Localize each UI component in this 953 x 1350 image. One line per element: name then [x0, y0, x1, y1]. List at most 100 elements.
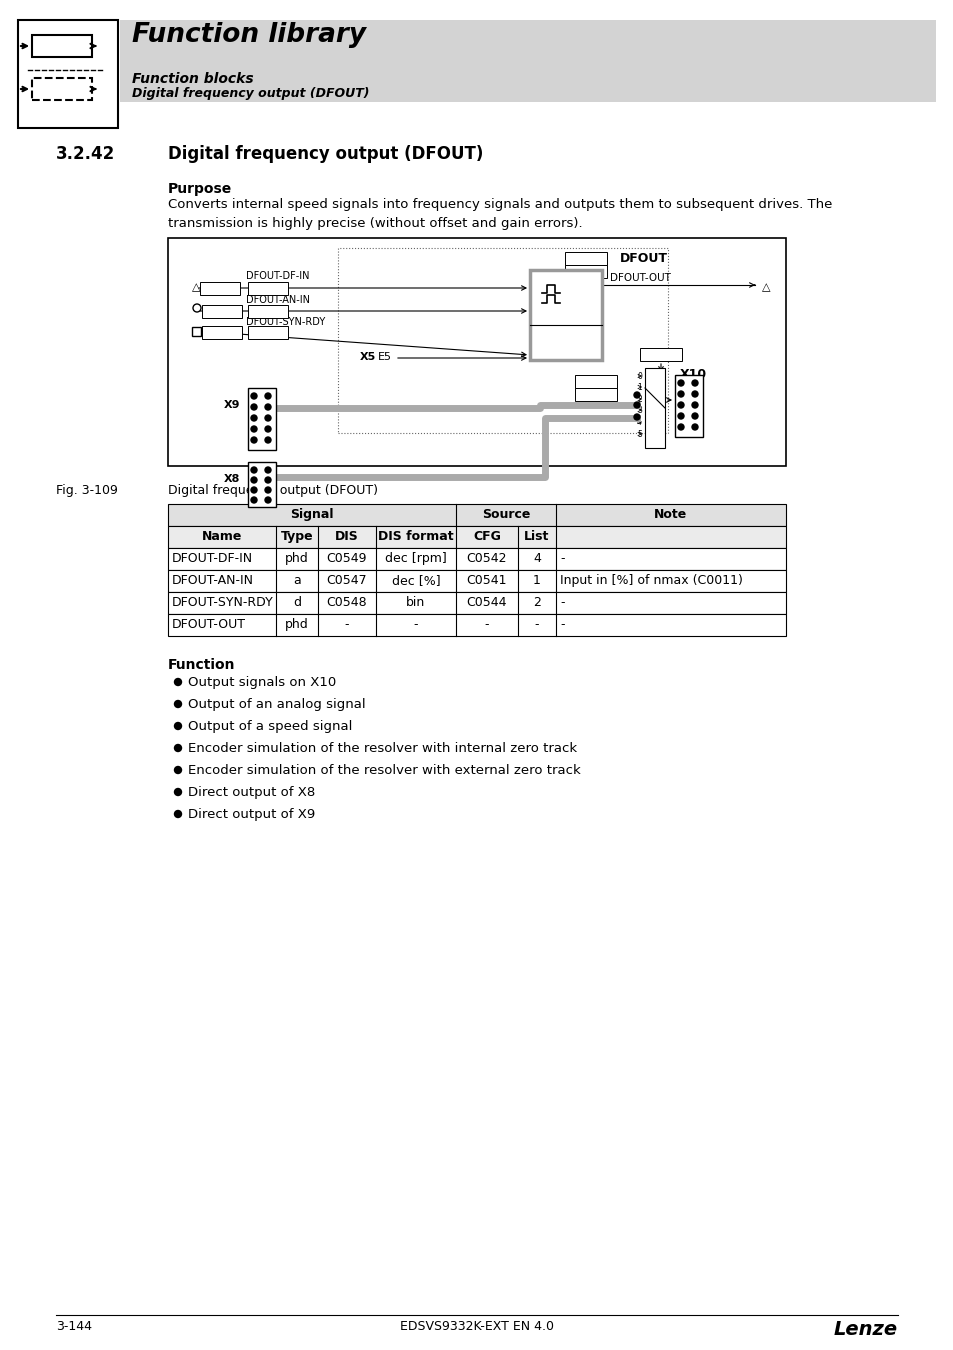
Text: C0540: C0540 [571, 266, 600, 275]
Bar [530, 270, 601, 360]
Bar [32, 35, 91, 57]
Bar [248, 305, 288, 319]
Text: C0541: C0541 [466, 574, 507, 587]
Text: DFOUT-DF-IN: DFOUT-DF-IN [172, 552, 253, 566]
Bar [639, 348, 681, 360]
Bar [168, 570, 785, 593]
Text: bin: bin [406, 595, 425, 609]
Circle shape [251, 414, 256, 421]
Bar [248, 282, 288, 296]
Text: Type: Type [280, 531, 313, 543]
Text: Function: Function [168, 657, 235, 672]
Circle shape [265, 404, 271, 410]
Circle shape [265, 437, 271, 443]
Text: 3.2.42: 3.2.42 [56, 144, 115, 163]
Bar [168, 504, 785, 526]
Text: 0: 0 [637, 373, 641, 381]
Text: -: - [559, 595, 564, 609]
Bar [192, 327, 201, 336]
Text: Encoder simulation of the resolver with external zero track: Encoder simulation of the resolver with … [188, 764, 580, 778]
Circle shape [678, 402, 683, 408]
Text: Signal: Signal [290, 508, 334, 521]
Text: -: - [535, 618, 538, 630]
Circle shape [678, 392, 683, 397]
Text: X9: X9 [223, 400, 240, 410]
Text: DIS format: DIS format [377, 531, 454, 543]
Text: Converts internal speed signals into frequency signals and outputs them to subse: Converts internal speed signals into fre… [168, 198, 832, 230]
Text: △: △ [761, 282, 770, 292]
Text: EDSVS9332K-EXT EN 4.0: EDSVS9332K-EXT EN 4.0 [399, 1320, 554, 1332]
Circle shape [251, 427, 256, 432]
Text: DFOUT-AN-IN: DFOUT-AN-IN [172, 574, 253, 587]
Text: C0547: C0547 [253, 306, 282, 315]
Circle shape [691, 402, 698, 408]
Text: X8: X8 [223, 474, 240, 485]
Text: C0544: C0544 [466, 595, 507, 609]
Text: DIS: DIS [335, 531, 358, 543]
Bar [564, 252, 606, 265]
Text: -: - [344, 618, 349, 630]
Circle shape [678, 379, 683, 386]
Text: Input in [%] of nmax (C0011): Input in [%] of nmax (C0011) [559, 574, 742, 587]
Text: -: - [484, 618, 489, 630]
Bar [248, 325, 288, 339]
Circle shape [251, 393, 256, 400]
Bar [202, 305, 242, 319]
Circle shape [251, 437, 256, 443]
Text: Fig. 3-109: Fig. 3-109 [56, 485, 118, 497]
Circle shape [174, 701, 181, 707]
Text: C0547: C0547 [326, 574, 367, 587]
Text: C0429: C0429 [581, 389, 610, 398]
Text: C0540: C0540 [646, 350, 675, 358]
Text: -: - [559, 552, 564, 566]
Text: △: △ [192, 282, 200, 292]
Bar [168, 593, 785, 614]
Text: CFG: CFG [473, 531, 500, 543]
Circle shape [174, 679, 181, 686]
Bar [248, 462, 275, 508]
Circle shape [265, 477, 271, 483]
Text: DFOUT-SYN-RDY: DFOUT-SYN-RDY [172, 595, 274, 609]
Text: C0541: C0541 [207, 306, 236, 315]
Circle shape [193, 304, 201, 312]
Circle shape [678, 424, 683, 431]
Text: C0542: C0542 [205, 284, 234, 292]
Circle shape [678, 413, 683, 418]
Bar [337, 248, 667, 433]
Text: 3-144: 3-144 [56, 1320, 91, 1332]
Circle shape [265, 487, 271, 493]
Text: C0548: C0548 [253, 327, 282, 336]
Text: DFOUT-OUT: DFOUT-OUT [172, 618, 246, 630]
Bar [168, 614, 785, 636]
Text: C0545: C0545 [580, 377, 610, 385]
Text: C0549: C0549 [253, 284, 282, 292]
Text: C0542: C0542 [466, 552, 507, 566]
Text: E5: E5 [377, 352, 392, 362]
Text: Encoder simulation of the resolver with internal zero track: Encoder simulation of the resolver with … [188, 743, 577, 755]
Circle shape [251, 487, 256, 493]
Text: Function blocks: Function blocks [132, 72, 253, 86]
Text: Output signals on X10: Output signals on X10 [188, 676, 335, 688]
Text: 2: 2 [637, 396, 641, 404]
Text: DFOUT-SYN-RDY: DFOUT-SYN-RDY [246, 317, 325, 327]
Bar [248, 387, 275, 450]
Circle shape [691, 379, 698, 386]
Text: dec [%]: dec [%] [392, 574, 440, 587]
Circle shape [265, 414, 271, 421]
Circle shape [634, 392, 639, 398]
Text: CTRL: CTRL [551, 329, 579, 340]
Text: Direct output of X9: Direct output of X9 [188, 809, 314, 821]
Circle shape [634, 414, 639, 420]
Bar [18, 20, 118, 128]
Text: C0548: C0548 [326, 595, 367, 609]
Circle shape [251, 477, 256, 483]
Circle shape [265, 497, 271, 504]
Text: a: a [293, 574, 300, 587]
Bar [564, 265, 606, 278]
Text: 1: 1 [637, 383, 641, 392]
Text: Note: Note [654, 508, 687, 521]
Text: 1: 1 [533, 574, 540, 587]
Text: Lenze: Lenze [833, 1320, 897, 1339]
Text: Function library: Function library [132, 22, 366, 49]
Text: Digital frequency output (DFOUT): Digital frequency output (DFOUT) [168, 485, 377, 497]
